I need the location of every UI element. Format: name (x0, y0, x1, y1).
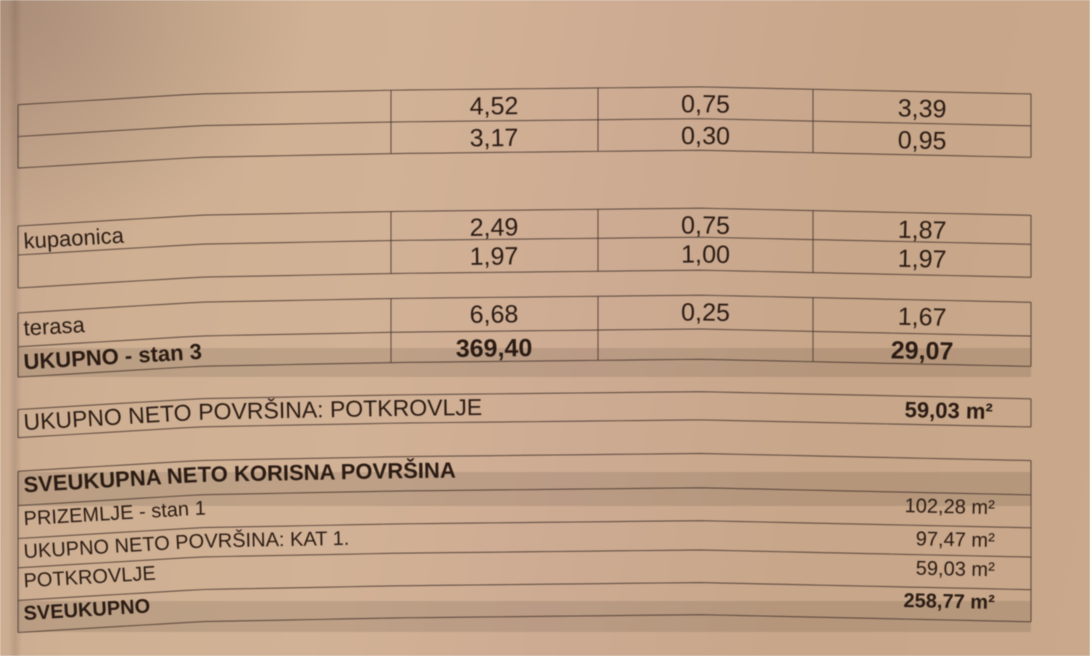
svg-text:102,28 m²: 102,28 m² (904, 495, 995, 519)
svg-text:1,67: 1,67 (897, 303, 946, 332)
svg-text:1,97: 1,97 (470, 242, 519, 271)
svg-text:1,00: 1,00 (681, 240, 730, 269)
svg-text:0,75: 0,75 (681, 90, 730, 119)
svg-text:UKUPNO - stan 3: UKUPNO - stan 3 (23, 339, 203, 375)
svg-text:POTKROVLJE: POTKROVLJE (23, 563, 156, 593)
svg-text:1,87: 1,87 (897, 216, 946, 245)
svg-text:97,47 m²: 97,47 m² (916, 528, 996, 552)
svg-text:4,52: 4,52 (470, 92, 519, 121)
svg-text:SVEUKUPNA NETO KORISNA POVRŠIN: SVEUKUPNA NETO KORISNA POVRŠINA (23, 458, 456, 498)
svg-text:kupaonica: kupaonica (23, 223, 125, 254)
svg-text:59,03 m²: 59,03 m² (916, 558, 996, 582)
svg-text:1,97: 1,97 (897, 245, 946, 274)
svg-text:3,39: 3,39 (897, 94, 946, 123)
svg-text:0,95: 0,95 (897, 126, 946, 155)
svg-text:UKUPNO NETO POVRŠINA: KAT 1.: UKUPNO NETO POVRŠINA: KAT 1. (23, 528, 350, 563)
svg-text:terasa: terasa (23, 312, 86, 341)
svg-text:29,07: 29,07 (891, 336, 954, 365)
svg-text:59,03 m²: 59,03 m² (904, 397, 993, 424)
svg-text:6,68: 6,68 (470, 300, 519, 329)
svg-text:3,17: 3,17 (470, 124, 519, 153)
svg-text:2,49: 2,49 (470, 213, 519, 242)
svg-text:PRIZEMLJE - stan 1: PRIZEMLJE - stan 1 (23, 498, 206, 531)
svg-text:369,40: 369,40 (456, 334, 533, 363)
svg-text:0,75: 0,75 (681, 211, 730, 240)
svg-text:0,30: 0,30 (681, 122, 730, 151)
svg-text:UKUPNO NETO POVRŠINA: POTKROVL: UKUPNO NETO POVRŠINA: POTKROVLJE (23, 394, 483, 435)
svg-text:0,25: 0,25 (681, 298, 730, 327)
svg-text:258,77 m²: 258,77 m² (903, 590, 995, 614)
svg-text:SVEUKUPNO: SVEUKUPNO (23, 596, 151, 625)
